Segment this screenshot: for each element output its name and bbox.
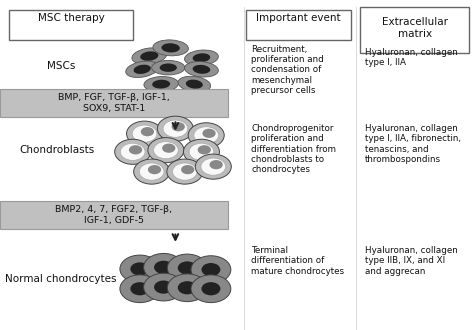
- Text: Recruitment,
proliferation and
condensation of
mesenchymal
precursor cells: Recruitment, proliferation and condensat…: [251, 45, 324, 95]
- Circle shape: [129, 145, 142, 154]
- Bar: [246, 10, 351, 40]
- Text: MSCs: MSCs: [47, 61, 76, 71]
- Circle shape: [127, 121, 163, 146]
- Circle shape: [148, 165, 161, 174]
- Text: Hyaluronan, collagen
type I, IIA: Hyaluronan, collagen type I, IIA: [365, 48, 458, 67]
- Circle shape: [201, 158, 226, 175]
- Ellipse shape: [153, 40, 188, 56]
- Ellipse shape: [152, 80, 170, 88]
- Circle shape: [120, 255, 160, 283]
- Text: Normal chondrocytes: Normal chondrocytes: [5, 274, 116, 284]
- Circle shape: [120, 143, 145, 160]
- Ellipse shape: [144, 77, 178, 92]
- Ellipse shape: [162, 43, 180, 52]
- Text: Extracellular
matrix: Extracellular matrix: [382, 17, 448, 39]
- Circle shape: [163, 120, 188, 137]
- Circle shape: [167, 159, 203, 184]
- Text: BMP, FGF, TGF-β, IGF-1,
SOX9, STAT-1: BMP, FGF, TGF-β, IGF-1, SOX9, STAT-1: [58, 93, 170, 113]
- Ellipse shape: [186, 80, 203, 89]
- Circle shape: [201, 282, 220, 295]
- Ellipse shape: [184, 50, 219, 65]
- Ellipse shape: [126, 61, 159, 78]
- Bar: [9, 10, 133, 40]
- Circle shape: [141, 127, 154, 136]
- Circle shape: [178, 281, 197, 294]
- Circle shape: [144, 253, 183, 281]
- Circle shape: [194, 127, 219, 144]
- Circle shape: [139, 163, 164, 180]
- Ellipse shape: [178, 76, 210, 92]
- Bar: [360, 7, 469, 53]
- Circle shape: [132, 125, 157, 142]
- Circle shape: [154, 280, 173, 294]
- Circle shape: [154, 142, 178, 159]
- Circle shape: [148, 138, 184, 163]
- Circle shape: [130, 262, 149, 276]
- Circle shape: [167, 254, 207, 282]
- Circle shape: [198, 145, 211, 154]
- Circle shape: [115, 139, 151, 164]
- Text: Important event: Important event: [256, 13, 341, 23]
- Ellipse shape: [192, 65, 210, 74]
- Text: Hyaluronan, collagen
type I, IIA, fibronectin,
tenascins, and
thrombospondins: Hyaluronan, collagen type I, IIA, fibron…: [365, 124, 461, 164]
- Circle shape: [195, 154, 231, 179]
- Ellipse shape: [192, 53, 210, 62]
- Circle shape: [154, 261, 173, 274]
- Ellipse shape: [184, 62, 219, 77]
- Text: Chondroprogenitor
proliferation and
differentiation from
chondroblasts to
chondr: Chondroprogenitor proliferation and diff…: [251, 124, 336, 174]
- Circle shape: [210, 160, 223, 169]
- Ellipse shape: [152, 60, 185, 75]
- Ellipse shape: [160, 63, 177, 72]
- Circle shape: [181, 165, 194, 174]
- Circle shape: [172, 122, 185, 131]
- Circle shape: [189, 143, 214, 160]
- Text: Hyaluronan, collagen
type IIB, IX, and XI
and aggrecan: Hyaluronan, collagen type IIB, IX, and X…: [365, 246, 458, 276]
- Bar: [0, 201, 228, 229]
- Circle shape: [201, 263, 220, 276]
- Circle shape: [157, 116, 193, 141]
- Ellipse shape: [140, 51, 158, 61]
- Bar: [0, 89, 228, 117]
- Circle shape: [167, 274, 207, 302]
- Circle shape: [162, 144, 175, 153]
- Text: BMP2, 4, 7, FGF2, TGF-β,
IGF-1, GDF-5: BMP2, 4, 7, FGF2, TGF-β, IGF-1, GDF-5: [55, 206, 172, 225]
- Ellipse shape: [134, 65, 151, 74]
- Circle shape: [191, 256, 231, 283]
- Circle shape: [183, 139, 219, 164]
- Circle shape: [173, 163, 197, 180]
- Circle shape: [120, 275, 160, 303]
- Circle shape: [130, 282, 149, 295]
- Text: MSC therapy: MSC therapy: [38, 13, 104, 23]
- Circle shape: [134, 159, 170, 184]
- Text: Chondroblasts: Chondroblasts: [19, 145, 94, 155]
- Text: Terminal
differentiation of
mature chondrocytes: Terminal differentiation of mature chond…: [251, 246, 344, 276]
- Circle shape: [191, 275, 231, 303]
- Circle shape: [202, 129, 216, 138]
- Circle shape: [144, 273, 183, 301]
- Ellipse shape: [132, 48, 167, 64]
- Circle shape: [188, 123, 224, 148]
- Circle shape: [178, 261, 197, 275]
